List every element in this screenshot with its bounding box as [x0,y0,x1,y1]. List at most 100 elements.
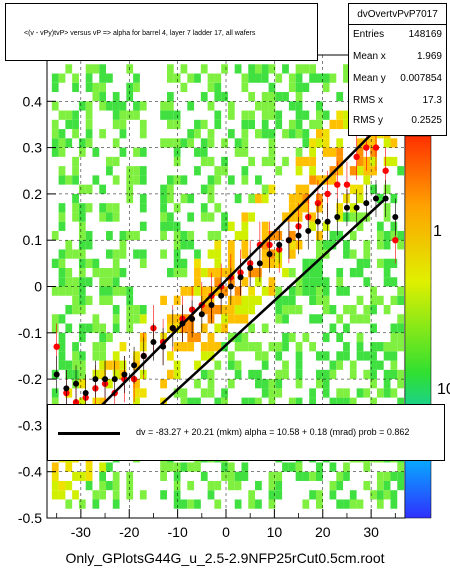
heatmap-cell [261,64,269,74]
axes: -30 -20 -10 0 10 20 30 -0.5 -0.4 -0.3 -0.2 -0.1 0 0.1… [18,54,406,540]
heatmap-cell [241,175,249,185]
heatmap-cell [315,314,323,324]
heatmap-cell [261,240,269,250]
heatmap-cell [309,286,316,296]
heatmap-cell [99,295,107,306]
heatmap-cell [112,323,120,333]
heatmap-cell [309,295,316,306]
black-point [392,214,399,221]
heatmap-cell [302,277,310,287]
heatmap-cell [336,230,344,241]
heatmap-cell [227,277,235,287]
heatmap-cell [390,332,398,343]
heatmap-cell [200,147,208,157]
heatmap-cell [85,129,93,139]
heatmap-cell [397,166,405,176]
heatmap-cell [173,471,181,481]
heatmap-cell [106,360,113,370]
heatmap-cell [85,110,93,120]
heatmap-cell [295,129,303,139]
heatmap-cell [268,258,276,268]
heatmap-cell [295,379,303,389]
heatmap-cell [72,249,79,259]
heatmap-cell [112,267,120,278]
heatmap-cell [78,147,86,157]
heatmap-cell [133,249,140,259]
heatmap-cell [261,119,269,130]
heatmap-cell [119,342,127,352]
black-point [169,325,176,332]
heatmap-cell [207,82,215,93]
black-point [227,283,234,290]
heatmap-cell [85,462,93,472]
heatmap-cell [309,147,316,157]
heatmap-cell [139,314,147,324]
heatmap-cell [65,286,73,296]
y-tick-label: -0.3 [18,417,42,433]
heatmap-cell [214,166,222,176]
heatmap-cell [119,360,127,370]
heatmap-cell [397,286,405,296]
heatmap-cell [234,342,242,352]
file-name-footer: Only_GPlotsG44G_u_2.5-2.9NFP25rCut0.5cm.… [65,550,385,566]
x-tick-label: 10 [267,524,283,540]
heatmap-cell [187,129,195,139]
heatmap-cell [200,64,208,74]
heatmap-cell [112,119,120,130]
heatmap-cell [288,129,296,139]
heatmap-cell [72,295,79,306]
heatmap-cell [295,342,303,352]
heatmap-cell [322,129,330,139]
stats-row: Mean y 0.007854 [353,73,442,84]
heatmap-cell [207,314,215,324]
heatmap-cell [261,193,269,204]
fit-lines [99,118,387,418]
heatmap-cell [234,305,242,315]
heatmap-cell [288,267,296,278]
heatmap-cell [275,258,283,268]
heatmap-cell [261,73,269,83]
heatmap-cell [65,360,73,370]
heatmap-cell [160,101,167,111]
heatmap-cell [133,314,140,324]
heatmap-cell [78,240,86,250]
heatmap-cell [58,277,66,287]
heatmap-cell [200,369,208,380]
heatmap-cell [227,471,235,481]
heatmap-cell [227,305,235,315]
heatmap-cell [160,212,167,222]
heatmap-cell [139,369,147,380]
heatmap-cell [268,277,276,287]
heatmap-cell [295,101,303,111]
heatmap-cell [397,379,405,389]
heatmap-cell [65,119,73,130]
heatmap-cell [261,351,269,361]
heatmap-cell [302,286,310,296]
heatmap-cell [180,230,188,241]
heatmap-cell [268,92,276,102]
heatmap-cell [106,249,113,259]
heatmap-cell [139,129,147,139]
heatmap-cell [65,64,73,74]
heatmap-cell [194,249,201,259]
heatmap-cell [309,175,316,185]
heatmap-cell [207,379,215,389]
heatmap-cell [288,73,296,83]
heatmap-cell [72,203,79,213]
heatmap-cell [187,73,195,83]
heatmap-cell [85,203,93,213]
heatmap-cell [315,499,323,509]
heatmap-cell [106,212,113,222]
heatmap-cell [166,212,174,222]
heatmap-cell [397,369,405,380]
heatmap-cell [51,147,59,157]
heatmap-cell [383,230,391,241]
heatmap-cell [241,129,249,139]
heatmap-cell [288,212,296,222]
heatmap-cell [200,138,208,148]
heatmap-cell [207,138,215,148]
stats-row: RMS x 17.3 [353,95,442,106]
heatmap-cell [275,379,283,389]
heatmap-cell [78,360,86,370]
heatmap-cell [336,314,344,324]
